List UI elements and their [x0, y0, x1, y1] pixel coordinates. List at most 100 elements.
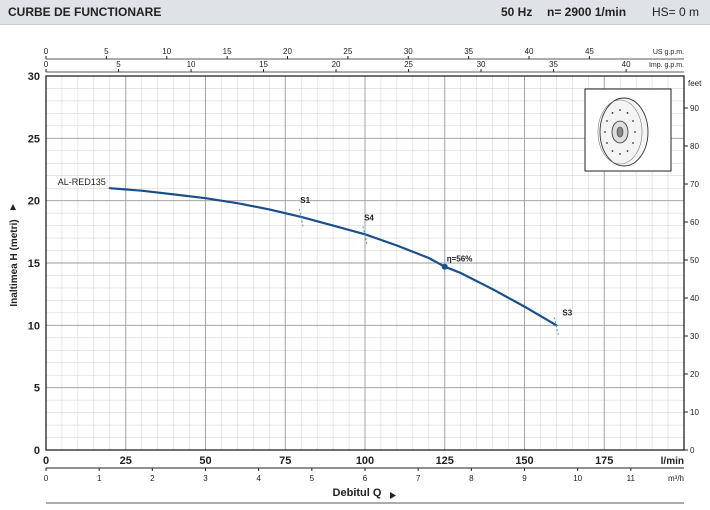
impgpm-tick-label: 40 [622, 60, 631, 69]
usgpm-tick-label: 5 [104, 47, 109, 56]
impgpm-tick-label: 10 [187, 60, 196, 69]
feet-tick-label: 20 [690, 370, 699, 379]
feet-tick-label: 10 [690, 408, 699, 417]
impeller-hole [611, 150, 614, 152]
feet-tick-label: 70 [690, 180, 699, 189]
impeller-hole [626, 150, 629, 152]
x-tick-label: 175 [595, 455, 613, 467]
x-tick-label: 150 [515, 455, 533, 467]
impeller-hole [606, 120, 608, 122]
m3h-tick-label: 3 [203, 474, 208, 483]
impeller-hole [634, 131, 636, 133]
usgpm-tick-label: 35 [464, 47, 473, 56]
marker-label: S3 [562, 308, 572, 317]
axes-frame [45, 75, 685, 451]
series-line [108, 187, 558, 327]
feet-tick-label: 40 [690, 294, 699, 303]
y-axis-arrow [10, 204, 16, 210]
y-tick-label: 5 [34, 383, 40, 395]
feet-tick-label: 0 [690, 446, 695, 455]
y-tick-label: 0 [34, 445, 40, 457]
feet-tick-label: 90 [690, 104, 699, 113]
impeller-hole [619, 109, 621, 111]
x-unit-label: l/min [661, 456, 684, 467]
usgpm-tick-label: 45 [585, 47, 594, 56]
usgpm-unit-label: US g.p.m. [653, 49, 684, 56]
m3h-tick-label: 7 [416, 474, 421, 483]
y-tick-label: 15 [28, 258, 40, 270]
m3h-tick-label: 5 [310, 474, 315, 483]
marker-tick [553, 317, 559, 336]
impeller-hole [626, 112, 629, 114]
m3h-tick-label: 9 [522, 474, 527, 483]
impgpm-tick-label: 0 [44, 60, 49, 69]
series-label: AL-RED135 [58, 177, 106, 187]
impgpm-tick-label: 15 [259, 60, 268, 69]
impgpm-tick-label: 30 [477, 60, 486, 69]
impeller-hole [604, 131, 606, 133]
m3h-tick-label: 4 [256, 474, 261, 483]
impeller-disc-inner [597, 99, 643, 165]
marker-label: S4 [364, 213, 374, 222]
m3h-tick-label: 6 [363, 474, 368, 483]
usgpm-tick-label: 25 [343, 47, 352, 56]
impgpm-tick-label: 35 [549, 60, 558, 69]
y-tick-label: 30 [28, 71, 40, 83]
x-tick-label: 0 [43, 455, 49, 467]
y-axis-title: Inaltimea H (metri) [9, 219, 20, 306]
y-tick-label: 20 [28, 196, 40, 208]
usgpm-tick-label: 10 [162, 47, 171, 56]
x-axis-arrow [390, 492, 396, 499]
m3h-tick-label: 0 [44, 474, 49, 483]
usgpm-tick-label: 30 [404, 47, 413, 56]
feet-unit-label: feet [688, 79, 702, 88]
impeller-hole [632, 120, 634, 122]
chart-title: CURBE DE FUNCTIONARE [8, 5, 162, 19]
m3h-tick-label: 10 [573, 474, 582, 483]
m3h-tick-label: 2 [150, 474, 155, 483]
marker-tick [298, 208, 304, 227]
usgpm-tick-label: 20 [283, 47, 292, 56]
m3h-tick-label: 8 [469, 474, 474, 483]
x-tick-label: 50 [199, 455, 211, 467]
x-tick-label: 100 [356, 455, 374, 467]
curve-layer: AL-RED135 S1 S4 S3 η=56% [58, 177, 573, 336]
y-tick-label: 10 [28, 320, 40, 332]
x-tick-label: 75 [279, 455, 291, 467]
usgpm-tick-label: 0 [44, 47, 49, 56]
impeller-icon [584, 88, 672, 172]
impgpm-tick-label: 20 [332, 60, 341, 69]
feet-tick-label: 80 [690, 142, 699, 151]
suction-head-label: HS= 0 m [652, 5, 700, 19]
impeller-hole [606, 142, 608, 144]
usgpm-tick-label: 40 [525, 47, 534, 56]
m3h-unit-label: m³/h [668, 474, 684, 483]
impgpm-unit-label: Imp. g.p.m. [649, 62, 684, 69]
feet-tick-label: 60 [690, 218, 699, 227]
usgpm-tick-label: 15 [223, 47, 232, 56]
speed-label: n= 2900 1/min [547, 5, 627, 19]
marker-tick [362, 226, 368, 245]
impeller-hole [619, 153, 621, 155]
chart-header: CURBE DE FUNCTIONARE 50 Hz n= 2900 1/min… [0, 0, 710, 25]
y-tick-label: 25 [28, 133, 40, 145]
efficiency-point [441, 263, 448, 270]
x-tick-label: 125 [436, 455, 454, 467]
feet-tick-label: 30 [690, 332, 699, 341]
m3h-tick-label: 1 [97, 474, 102, 483]
feet-tick-label: 50 [690, 256, 699, 265]
efficiency-label: η=56% [447, 255, 473, 264]
impgpm-tick-label: 25 [404, 60, 413, 69]
frequency-label: 50 Hz [501, 5, 533, 19]
plot-frame [45, 75, 685, 451]
marker-label: S1 [300, 196, 310, 205]
impeller-shaft [616, 126, 624, 138]
x-axis-title: Debitul Q [333, 487, 382, 499]
impeller-hole [611, 112, 614, 114]
impeller-hole [632, 142, 634, 144]
m3h-tick-label: 11 [627, 474, 636, 483]
impgpm-tick-label: 5 [116, 60, 121, 69]
x-tick-label: 25 [120, 455, 132, 467]
